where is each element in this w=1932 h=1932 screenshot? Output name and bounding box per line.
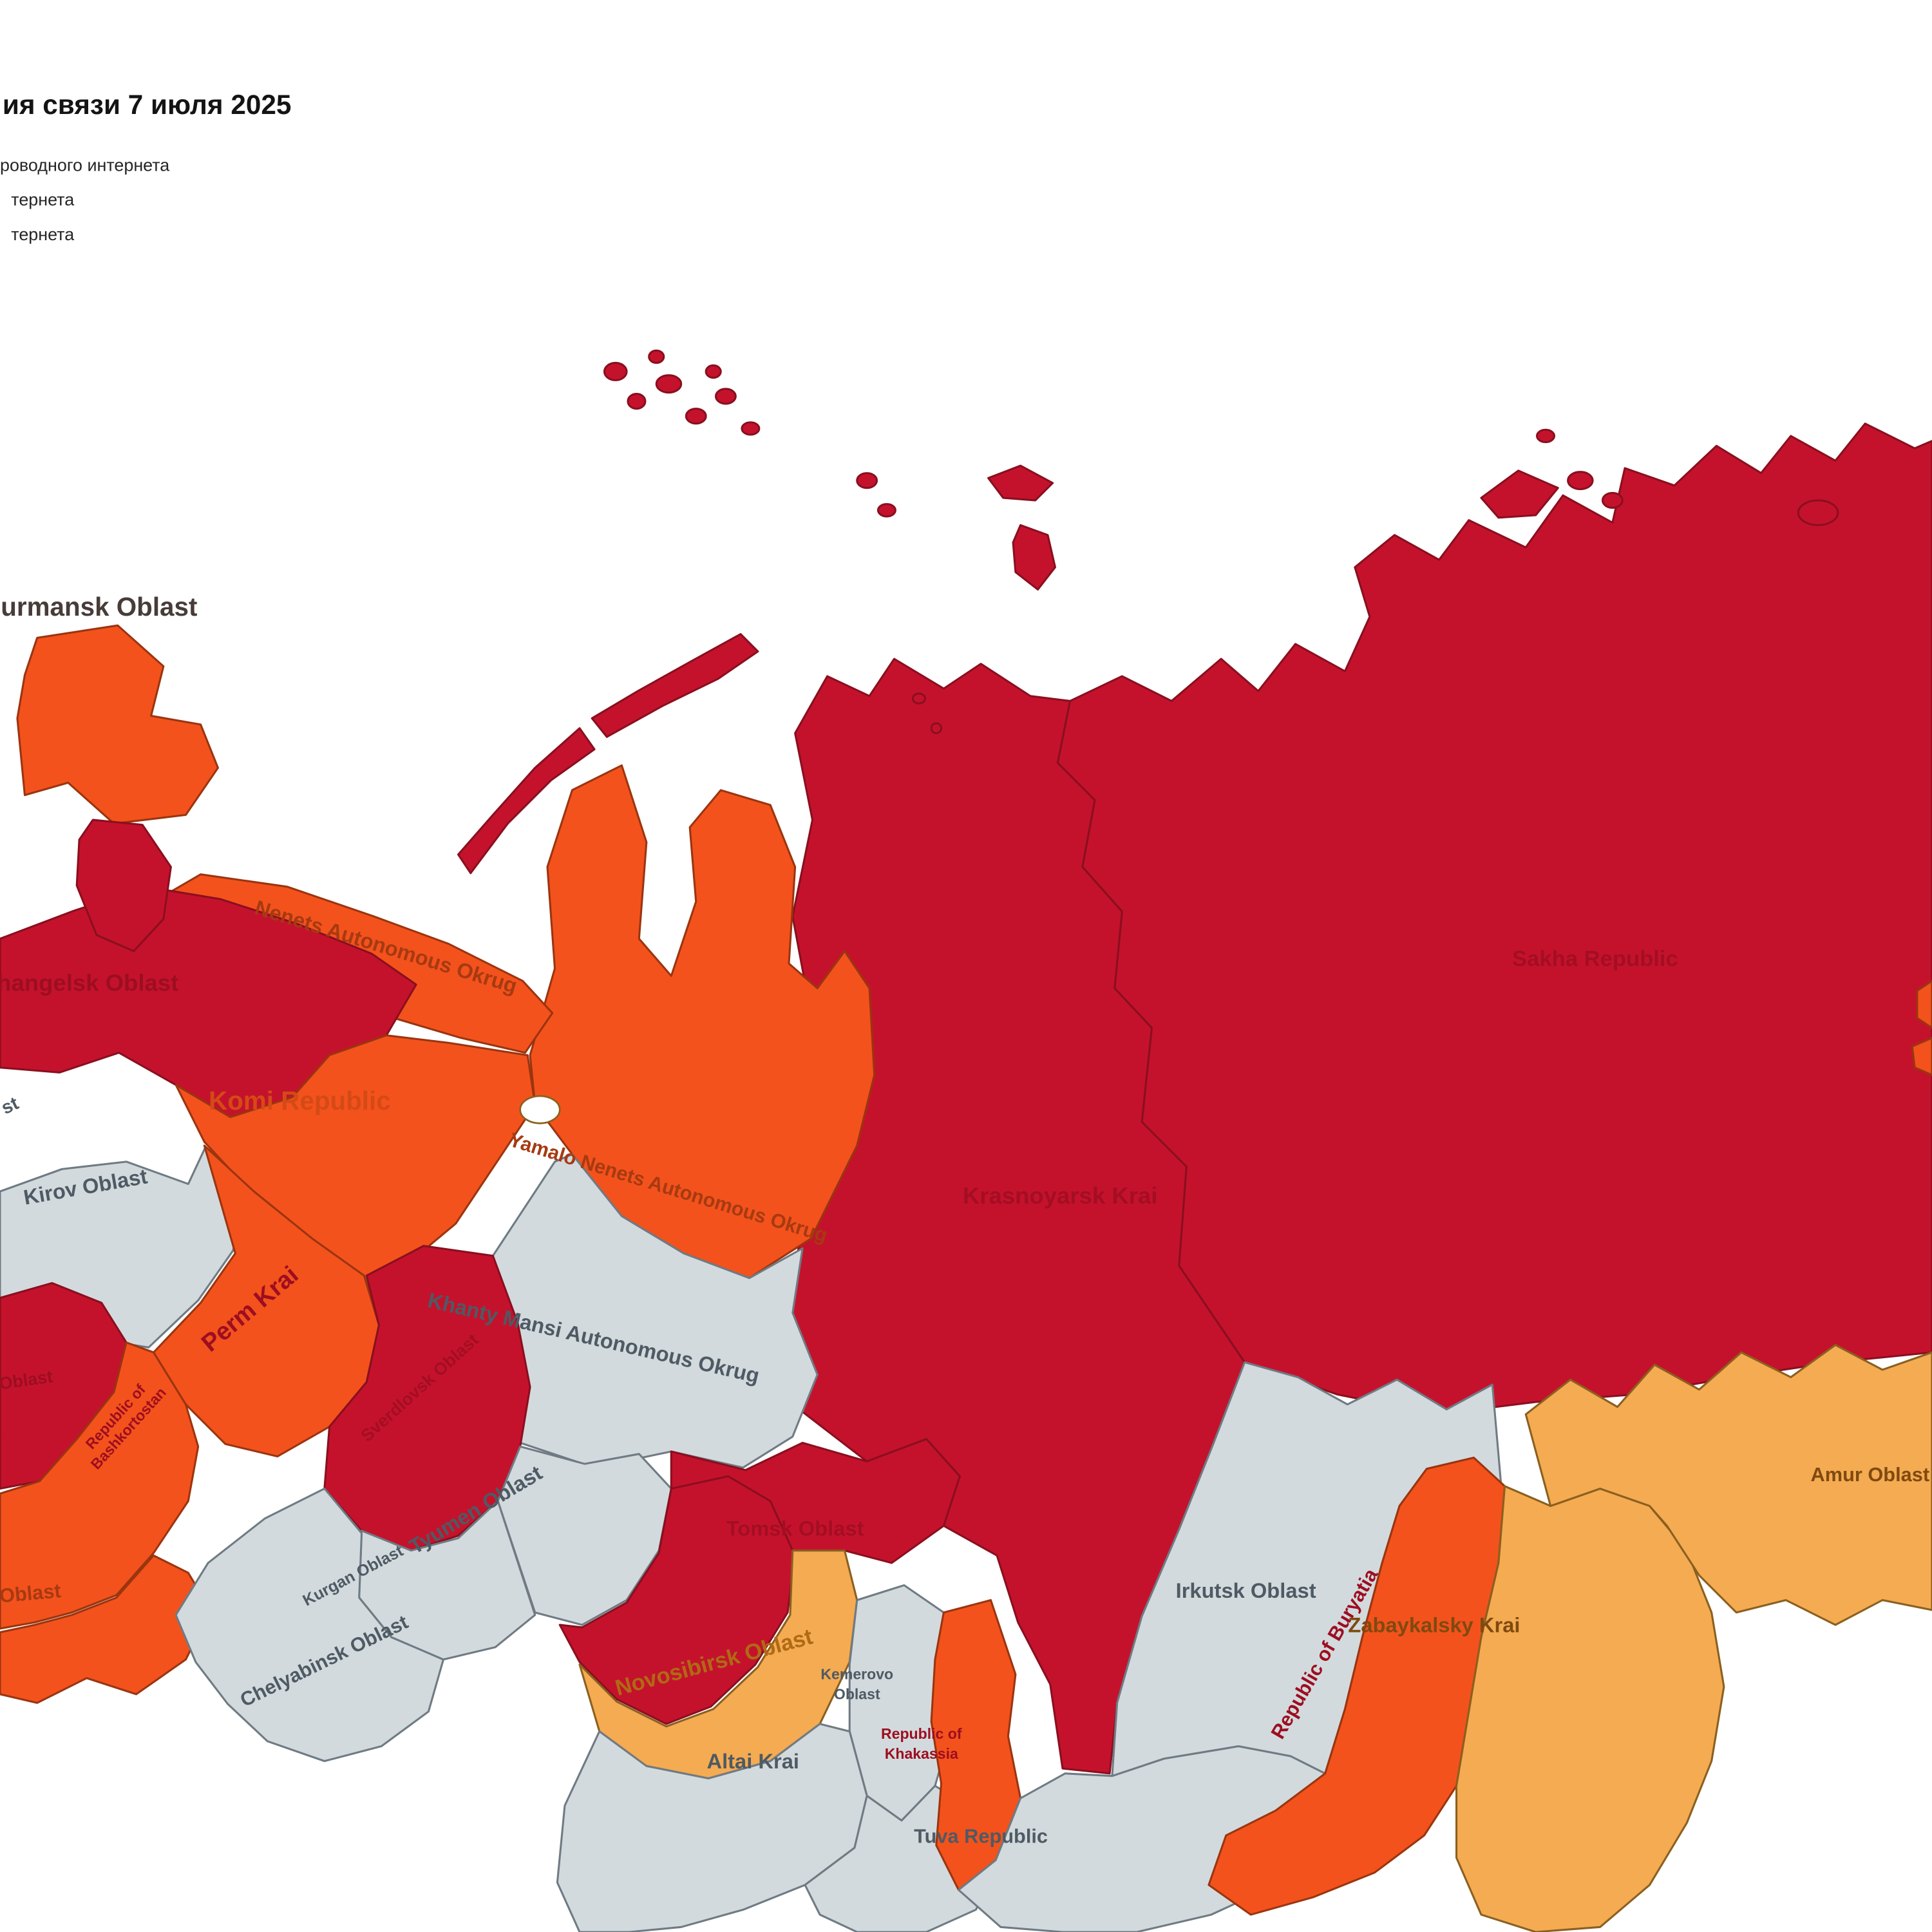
island bbox=[627, 393, 647, 410]
region-perm-krai bbox=[152, 1144, 380, 1458]
label-oblast-fragment-lower: Oblast bbox=[0, 1579, 62, 1607]
island bbox=[655, 374, 683, 394]
label-altai: Altai Krai bbox=[706, 1749, 799, 1773]
island bbox=[741, 421, 761, 436]
legend-item-2: тернета bbox=[11, 190, 74, 209]
island bbox=[1536, 428, 1555, 444]
island bbox=[1601, 491, 1624, 509]
legend-item-1: роводного интернета bbox=[0, 155, 169, 175]
island bbox=[715, 388, 737, 405]
region-bashkortostan bbox=[0, 1341, 200, 1630]
svg-text:Oblast: Oblast bbox=[834, 1685, 880, 1702]
island-novaya-zemlya-north bbox=[591, 633, 759, 738]
legend-item-3: тернета bbox=[11, 225, 74, 244]
svg-text:Kemerovo: Kemerovo bbox=[820, 1666, 893, 1683]
island bbox=[876, 503, 896, 518]
region-murmansk-oblast bbox=[16, 624, 219, 825]
label-komi: Komi Republic bbox=[209, 1086, 391, 1115]
island-wrangel bbox=[1797, 499, 1839, 526]
island bbox=[705, 364, 722, 379]
svg-text:Khakassia: Khakassia bbox=[885, 1745, 958, 1762]
label-edge-fragment: st bbox=[0, 1093, 22, 1119]
region-sverdlovsk-oblast bbox=[323, 1245, 531, 1552]
island bbox=[1012, 524, 1056, 591]
island-novaya-zemlya-south bbox=[457, 727, 596, 875]
arctic-islands bbox=[457, 349, 1932, 1076]
edge-orange-fragment bbox=[1916, 980, 1932, 1029]
island bbox=[987, 464, 1054, 502]
label-sakha: Sakha Republic bbox=[1512, 947, 1678, 971]
header: ия связи 7 июля 2025 роводного интернета… bbox=[0, 90, 291, 244]
region-karelia bbox=[75, 819, 172, 952]
label-tomsk: Tomsk Oblast bbox=[726, 1517, 864, 1540]
regions bbox=[0, 422, 1932, 1932]
label-khakassia: Republic of Khakassia bbox=[881, 1725, 962, 1762]
island bbox=[685, 408, 707, 425]
island bbox=[930, 722, 943, 734]
region-tomsk-oblast bbox=[670, 1438, 961, 1564]
island bbox=[856, 472, 878, 489]
page-title: ия связи 7 июля 2025 bbox=[3, 90, 292, 120]
island bbox=[1567, 471, 1594, 491]
label-tuva: Tuva Republic bbox=[914, 1825, 1048, 1848]
label-murmansk: urmansk Oblast bbox=[1, 592, 197, 621]
lake bbox=[519, 1095, 561, 1124]
label-krasnoyarsk: Krasnoyarsk Krai bbox=[963, 1182, 1157, 1209]
label-arkhangelsk: Arkhangelsk Oblast bbox=[0, 969, 178, 996]
island bbox=[911, 692, 927, 705]
label-zabaykalsky: Zabaykalsky Krai bbox=[1348, 1613, 1520, 1637]
label-amur: Amur Oblast bbox=[1811, 1463, 1930, 1486]
edge-orange-fragment bbox=[1911, 1037, 1932, 1076]
label-irkutsk: Irkutsk Oblast bbox=[1176, 1578, 1316, 1602]
region-amur-oblast bbox=[1524, 1343, 1932, 1626]
region-chelyabinsk-oblast bbox=[175, 1488, 444, 1763]
island-new-siberian bbox=[1480, 469, 1559, 519]
island bbox=[603, 361, 628, 381]
label-kemerovo: Kemerovo Oblast bbox=[820, 1666, 893, 1703]
island bbox=[648, 349, 665, 364]
svg-text:Republic of: Republic of bbox=[881, 1725, 962, 1742]
region-sakha-republic bbox=[1056, 422, 1932, 1416]
